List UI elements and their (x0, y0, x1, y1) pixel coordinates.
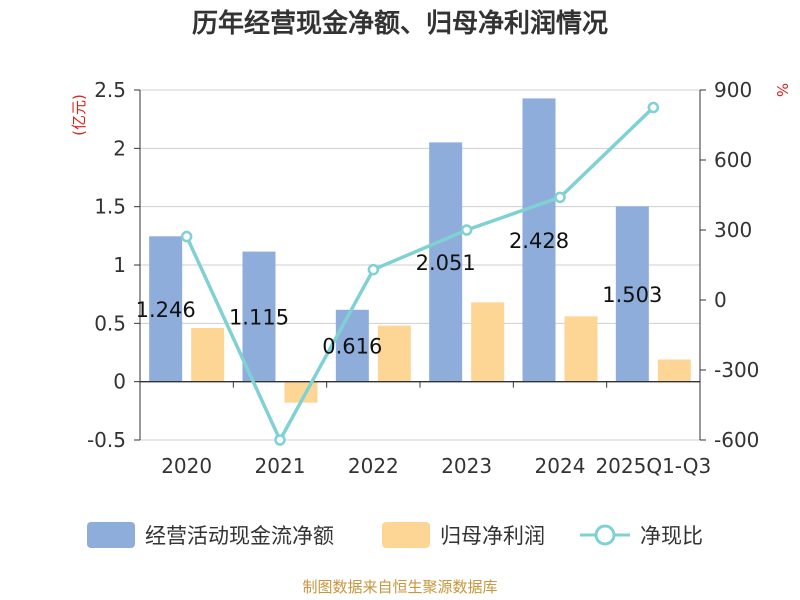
data-label: 2.428 (509, 229, 569, 253)
ratio-point (460, 224, 473, 236)
right-tick-label: 600 (714, 148, 752, 172)
data-label: 0.616 (322, 335, 382, 359)
data-label: 2.051 (416, 251, 476, 275)
data-labels: 1.246 1.115 0.616 2.051 2.428 1.503 (136, 229, 663, 359)
legend-swatch-cashflow (87, 522, 135, 548)
left-tick-label: -0.5 (87, 428, 126, 452)
right-tick-label: -600 (714, 428, 759, 452)
x-tick-label: 2023 (441, 454, 492, 478)
bar-cashflow (242, 251, 276, 382)
legend-swatch-profit (382, 522, 430, 548)
legend-swatch-ratio-marker (594, 524, 616, 546)
data-label: 1.115 (229, 306, 289, 330)
left-tick-label: 0 (113, 370, 126, 394)
bar-cashflow (149, 236, 183, 382)
data-label: 1.246 (136, 298, 196, 322)
ratio-point (180, 230, 193, 243)
x-tick-label: 2021 (255, 454, 306, 478)
x-tick-label: 2022 (348, 454, 399, 478)
left-tick-label: 2.5 (94, 78, 126, 102)
left-tick-label: 2 (113, 136, 126, 160)
left-tick-label: 1.5 (94, 195, 126, 219)
ratio-point (647, 101, 660, 114)
bar-cashflow (522, 98, 556, 382)
right-axis-unit: % (773, 83, 791, 97)
ratio-line-path (185, 106, 655, 442)
bar-profit (564, 316, 598, 382)
right-tick-label: 300 (714, 218, 752, 242)
legend: 经营活动现金流净额 归母净利润 净现比 (87, 522, 703, 548)
axes: -0.5 0 0.5 1 1.5 2 2.5 -600 -300 0 300 600 900 2020 20… (87, 78, 759, 478)
legend-label-ratio: 净现比 (640, 524, 703, 548)
right-tick-label: 0 (714, 288, 727, 312)
right-tick-label: 900 (714, 78, 752, 102)
ratio-point (554, 191, 566, 204)
bars (149, 98, 691, 403)
ratio-point (274, 434, 286, 446)
x-tick-label: 2024 (535, 454, 586, 478)
left-axis-unit: (亿元) (70, 94, 88, 136)
chart-title: 历年经营现金净额、归母净利润情况 (192, 8, 608, 39)
bar-cashflow (429, 142, 463, 382)
source-note: 制图数据来自恒生聚源数据库 (302, 578, 497, 596)
data-label: 1.503 (602, 283, 662, 307)
left-tick-label: 0.5 (94, 311, 126, 335)
bar-cashflow (615, 206, 649, 382)
x-tick-label: 2025Q1-Q3 (595, 454, 711, 478)
bar-profit (471, 302, 505, 382)
bar-cashflow (335, 309, 369, 382)
ratio-line (180, 101, 660, 446)
legend-label-profit: 归母净利润 (440, 524, 545, 548)
right-tick-label: -300 (714, 358, 759, 382)
left-tick-label: 1 (113, 253, 126, 277)
x-tick-label: 2020 (161, 454, 212, 478)
ratio-point (367, 263, 380, 276)
bar-profit (657, 359, 691, 382)
bar-profit (377, 325, 411, 382)
legend-label-cashflow: 经营活动现金流净额 (145, 524, 334, 548)
bar-profit (191, 328, 225, 382)
